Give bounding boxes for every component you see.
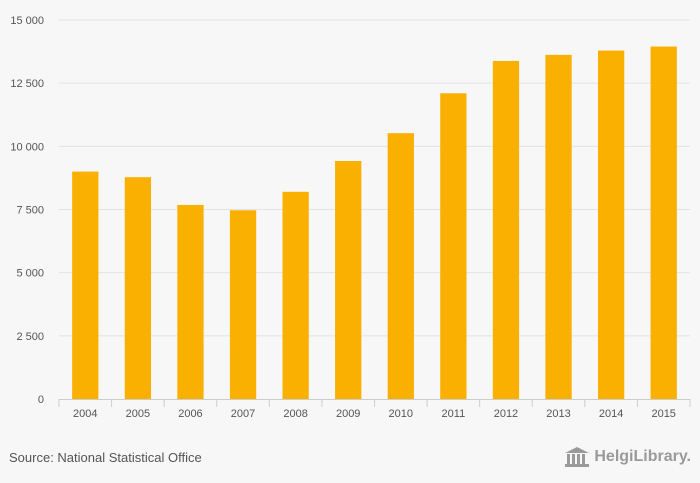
library-building-icon	[565, 447, 590, 467]
bar	[597, 50, 625, 400]
x-tick-label: 2012	[494, 408, 518, 420]
x-tick-label: 2011	[442, 408, 466, 420]
y-tick-label: 15 000	[10, 15, 44, 27]
bar	[335, 160, 362, 399]
brand-logo[interactable]: HelgiLibrary.	[564, 446, 691, 468]
bars	[72, 46, 677, 400]
gridlines	[59, 19, 690, 337]
bar	[440, 93, 467, 400]
x-tick-label: 2010	[389, 408, 413, 420]
x-tick-label: 2005	[126, 408, 150, 420]
x-tick-label: 2015	[651, 408, 675, 420]
x-tick-label: 2009	[336, 408, 360, 420]
bar	[387, 133, 414, 399]
source-note: Source: National Statistical Office	[9, 450, 202, 465]
y-tick-label: 5 000	[16, 268, 44, 280]
x-tick-label: 2013	[546, 408, 570, 420]
x-tick-label: 2004	[73, 408, 97, 420]
x-tick-label: 2007	[231, 408, 255, 420]
y-tick-label: 10 000	[10, 141, 44, 153]
bar	[282, 191, 309, 399]
bar	[229, 210, 257, 399]
chart-footer: Source: National Statistical Office Helg…	[0, 440, 700, 483]
y-tick-label: 7 500	[16, 205, 44, 217]
brand-name: HelgiLibrary.	[594, 448, 691, 465]
x-tick-label: 2006	[178, 408, 202, 420]
bar	[177, 204, 204, 399]
bar	[492, 60, 520, 399]
y-tick-label: 2 500	[16, 331, 44, 343]
y-tick-label: 0	[38, 394, 44, 406]
x-tick-label: 2008	[283, 408, 307, 420]
x-axis: 2004 2005 2006 2007 2008 2009 2010 2011 2012 2013…	[58, 399, 691, 420]
bar	[545, 54, 572, 399]
x-tick-label: 2014	[599, 408, 623, 420]
bar	[124, 177, 152, 399]
y-axis-ticks: 0 2 500 5 000 7 500 10 000 12 500 15 000	[10, 15, 44, 406]
y-tick-label: 12 500	[10, 78, 44, 90]
bar	[650, 46, 677, 399]
bar	[72, 171, 99, 399]
